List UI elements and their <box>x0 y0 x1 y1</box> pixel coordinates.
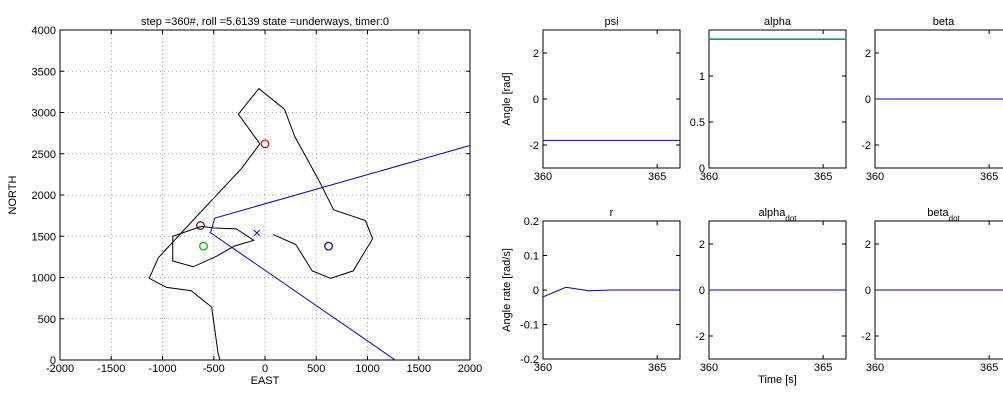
beta-ytick-label: 0 <box>865 94 871 106</box>
alpha_dot-ytick-label: -2 <box>695 331 705 343</box>
map-ylabel: NORTH <box>7 175 19 214</box>
map-waypoint-marker <box>324 241 333 251</box>
map-ytick-label: 1000 <box>32 273 56 285</box>
map-track-upper <box>210 145 470 233</box>
beta_dot-ytick-label: -2 <box>861 331 871 343</box>
map-ytick-label: 2500 <box>32 149 56 161</box>
alpha-axes-box <box>708 29 847 169</box>
beta_dot-ytick-label: 0 <box>865 285 871 297</box>
map-waypoint-marker <box>199 241 208 251</box>
r-title: r <box>610 207 614 219</box>
map-ytick-label: 3000 <box>32 108 56 120</box>
map-xtick-label: 2000 <box>458 363 482 375</box>
r-ytick-label: 0.2 <box>524 216 539 228</box>
map-xtick-label: -500 <box>203 363 225 375</box>
map-xtick-label: -1500 <box>97 363 125 375</box>
alpha_dot-title: alphadot <box>758 207 797 223</box>
r-ytick-label: 0.1 <box>524 251 539 263</box>
map-xtick-label: 1500 <box>407 363 431 375</box>
alpha-xtick-label: 365 <box>814 171 832 183</box>
map-waypoint-marker <box>196 221 205 230</box>
r-plot-area <box>543 286 680 298</box>
map-waypoint-marker <box>260 139 270 149</box>
alpha_dot-title-subscript: dot <box>785 214 797 223</box>
alpha_dot-xlabel: Time [s] <box>758 374 797 386</box>
alpha-ytick-label: 0 <box>699 163 705 175</box>
map-ytick-label: 1500 <box>32 231 56 243</box>
map-xtick-label: -2000 <box>46 363 74 375</box>
map-plot-area <box>148 87 470 360</box>
map-xtick-label: 500 <box>307 363 325 375</box>
r-series-line <box>543 286 680 298</box>
map-ytick-label: 4000 <box>32 25 56 37</box>
psi-ylabel: Angle [rad] <box>501 72 513 125</box>
map-xtick-label: 0 <box>262 363 268 375</box>
map-xtick-label: 1000 <box>355 363 379 375</box>
r-ylabel: Angle rate [rad/s] <box>501 248 513 332</box>
r-xtick-label: 360 <box>534 362 552 374</box>
beta_dot-title-subscript: dot <box>949 214 961 223</box>
r-ytick-label: 0 <box>533 285 539 297</box>
map-title: step =360#, roll =5.6139 state =underway… <box>141 16 389 28</box>
psi-ytick-label: 2 <box>533 48 539 60</box>
psi-axes-box <box>542 29 681 169</box>
map-ytick-label: 2000 <box>32 190 56 202</box>
map-ytick-label: 0 <box>50 355 56 367</box>
map-outline-inner <box>172 225 255 268</box>
alpha-xtick-label: 360 <box>700 171 718 183</box>
psi-xtick-label: 365 <box>648 171 666 183</box>
alpha-ytick-label: 1 <box>699 71 705 83</box>
beta-title: beta <box>933 16 955 28</box>
beta_dot-xtick-label: 365 <box>980 362 998 374</box>
psi-xtick-label: 360 <box>534 171 552 183</box>
map-outline-outer-right <box>237 87 374 279</box>
beta-xtick-label: 360 <box>866 171 884 183</box>
alpha_dot-ytick-label: 0 <box>699 285 705 297</box>
beta_dot-ytick-label: 2 <box>865 239 871 251</box>
psi-title: psi <box>604 16 618 28</box>
map-ytick-label: 500 <box>38 314 56 326</box>
map-xtick-label: -1000 <box>148 363 176 375</box>
beta_dot-title: betadot <box>927 207 960 223</box>
map-cross-marker-b <box>253 229 261 237</box>
map-track-lower <box>209 231 396 360</box>
alpha_dot-xtick-label: 360 <box>700 362 718 374</box>
map-ytick-label: 3500 <box>32 66 56 78</box>
psi-ytick-label: -2 <box>529 140 539 152</box>
beta_dot-xtick-label: 360 <box>866 362 884 374</box>
map-xlabel: EAST <box>251 375 280 387</box>
alpha-title: alpha <box>764 16 792 28</box>
map-outline-outer <box>148 143 261 360</box>
psi-ytick-label: 0 <box>533 94 539 106</box>
r-ytick-label: -0.1 <box>520 320 539 332</box>
beta-ytick-label: 2 <box>865 48 871 60</box>
alpha-ytick-label: 0.5 <box>690 117 705 129</box>
alpha_dot-ytick-label: 2 <box>699 239 705 251</box>
beta-ytick-label: -2 <box>861 140 871 152</box>
alpha_dot-xtick-label: 365 <box>814 362 832 374</box>
r-ytick-label: -0.2 <box>520 354 539 366</box>
beta-xtick-label: 365 <box>980 171 998 183</box>
r-xtick-label: 365 <box>648 362 666 374</box>
